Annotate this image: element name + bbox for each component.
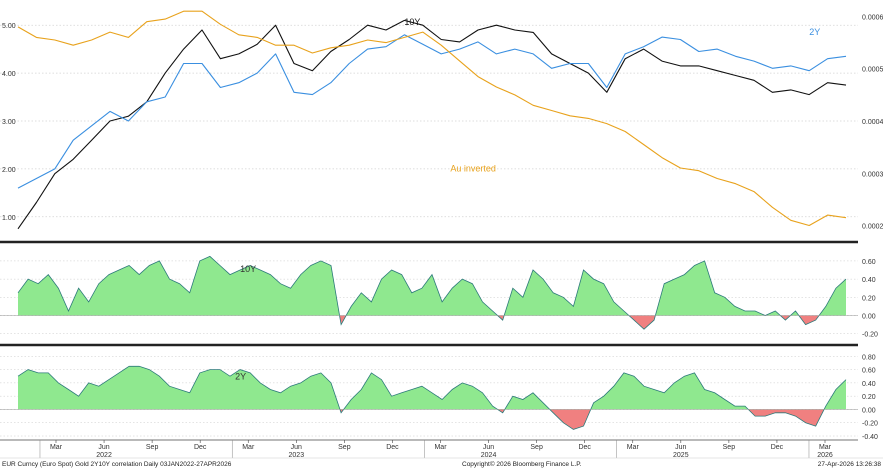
series-annotation: 2Y xyxy=(809,27,820,37)
left-axis-tick-label: 5.00 xyxy=(2,23,16,30)
x-axis-month-label: Sep xyxy=(530,444,543,451)
series-line-au-inverted xyxy=(17,10,847,227)
axis-tick-label: 0.80 xyxy=(862,354,876,361)
correlation-10y-axis-ticks: -0.20 0.00 0.20 0.40 0.60 xyxy=(862,259,878,339)
series-labels: 10Y 2Y Au inverted xyxy=(404,17,820,173)
left-axis-tick-label: 4.00 xyxy=(2,71,16,78)
correlation-line xyxy=(17,365,847,430)
correlation-line xyxy=(17,255,847,330)
x-axis-month-label: Mar xyxy=(434,444,447,451)
positive-correlation-fill xyxy=(18,256,846,316)
x-axis-month-label: Mar xyxy=(819,444,832,451)
x-axis-month-label: Mar xyxy=(627,444,640,451)
x-axis-month-label: Dec xyxy=(194,444,207,451)
axis-tick-label: 0.00 xyxy=(862,314,876,321)
axis-tick-label: 0.20 xyxy=(862,394,876,401)
axis-tick-label: 0.60 xyxy=(862,368,876,375)
x-axis-year-label: 2022 xyxy=(96,452,112,459)
correlation-2y-label: 2Y xyxy=(235,372,246,382)
negative-correlation-fill xyxy=(339,409,825,430)
x-axis-year-label: 2023 xyxy=(289,452,305,459)
axis-tick-label: -0.20 xyxy=(862,421,878,428)
series-annotation: 10Y xyxy=(404,17,420,27)
x-axis-year-label: 2025 xyxy=(673,452,689,459)
right-axis-tick-label: 0.0005 xyxy=(862,67,883,74)
x-axis-year-label: 2026 xyxy=(817,452,833,459)
correlation-2y-area xyxy=(0,365,858,430)
right-axis-tick-label: 0.0002 xyxy=(862,224,883,231)
axis-tick-label: -0.40 xyxy=(862,434,878,441)
x-axis-month-label: Dec xyxy=(771,444,784,451)
series-line-2y xyxy=(17,34,847,189)
right-axis-tick-label: 0.0004 xyxy=(862,119,883,126)
x-axis-month-label: Sep xyxy=(723,444,736,451)
price-panel-lines xyxy=(17,10,847,230)
x-axis-month-label: Sep xyxy=(146,444,159,451)
correlation-10y-panel: -0.20 0.00 0.20 0.40 0.60 10Y xyxy=(0,255,878,339)
x-axis: Mar Jun Sep Dec Mar Jun Sep Dec Mar Jun Sep Dec Mar J… xyxy=(0,439,858,459)
price-panel: 1.002.003.004.005.00 0.00020.00030.00040… xyxy=(0,10,883,231)
x-axis-month-label: Jun xyxy=(675,444,686,451)
correlation-2y-axis-ticks: -0.40 -0.20 0.00 0.20 0.40 0.60 0.80 xyxy=(862,354,878,441)
right-axis-tick-label: 0.0006 xyxy=(862,14,883,21)
correlation-10y-label: 10Y xyxy=(240,264,256,274)
x-axis-month-label: Jun xyxy=(98,444,109,451)
axis-tick-label: -0.20 xyxy=(862,332,878,339)
right-axis-ticks: 0.0002 0.0003 0.0004 0.0005 0.0006 xyxy=(862,14,883,230)
axis-tick-label: 0.60 xyxy=(862,259,876,266)
x-axis-month-label: Jun xyxy=(291,444,302,451)
left-axis-tick-label: 1.00 xyxy=(2,215,16,222)
correlation-10y-area xyxy=(0,255,858,330)
panel-series-label: 10Y xyxy=(240,264,256,274)
footer-timestamp: 27-Apr-2026 13:26:38 xyxy=(818,461,882,468)
footer-source: EUR Curncy (Euro Spot) Gold 2Y10Y correl… xyxy=(2,461,232,468)
x-axis-month-label: Mar xyxy=(242,444,255,451)
left-axis-ticks: 1.00 2.00 3.00 4.00 5.00 xyxy=(2,23,16,222)
panel-series-label: 2Y xyxy=(235,372,246,382)
x-axis-year-label: 2024 xyxy=(481,452,497,459)
axis-tick-label: 0.40 xyxy=(862,381,876,388)
positive-correlation-fill xyxy=(18,366,846,410)
x-axis-month-label: Dec xyxy=(386,444,399,451)
footer-copyright: Copyright© 2026 Bloomberg Finance L.P. xyxy=(462,460,582,468)
series-annotation: Au inverted xyxy=(450,163,496,173)
x-axis-month-label: Dec xyxy=(578,444,591,451)
right-axis-tick-label: 0.0003 xyxy=(862,171,883,178)
x-axis-month-label: Jun xyxy=(483,444,494,451)
axis-tick-label: 0.00 xyxy=(862,407,876,414)
series-line-10y xyxy=(17,19,847,230)
correlation-2y-panel: -0.40 -0.20 0.00 0.20 0.40 0.60 0.80 2Y xyxy=(0,354,878,441)
left-axis-tick-label: 3.00 xyxy=(2,119,16,126)
axis-tick-label: 0.40 xyxy=(862,277,876,284)
x-axis-month-label: Sep xyxy=(338,444,351,451)
left-axis-tick-label: 2.00 xyxy=(2,167,16,174)
price-panel-grid xyxy=(0,24,858,218)
axis-tick-label: 0.20 xyxy=(862,295,876,302)
x-axis-month-label: Mar xyxy=(50,444,63,451)
